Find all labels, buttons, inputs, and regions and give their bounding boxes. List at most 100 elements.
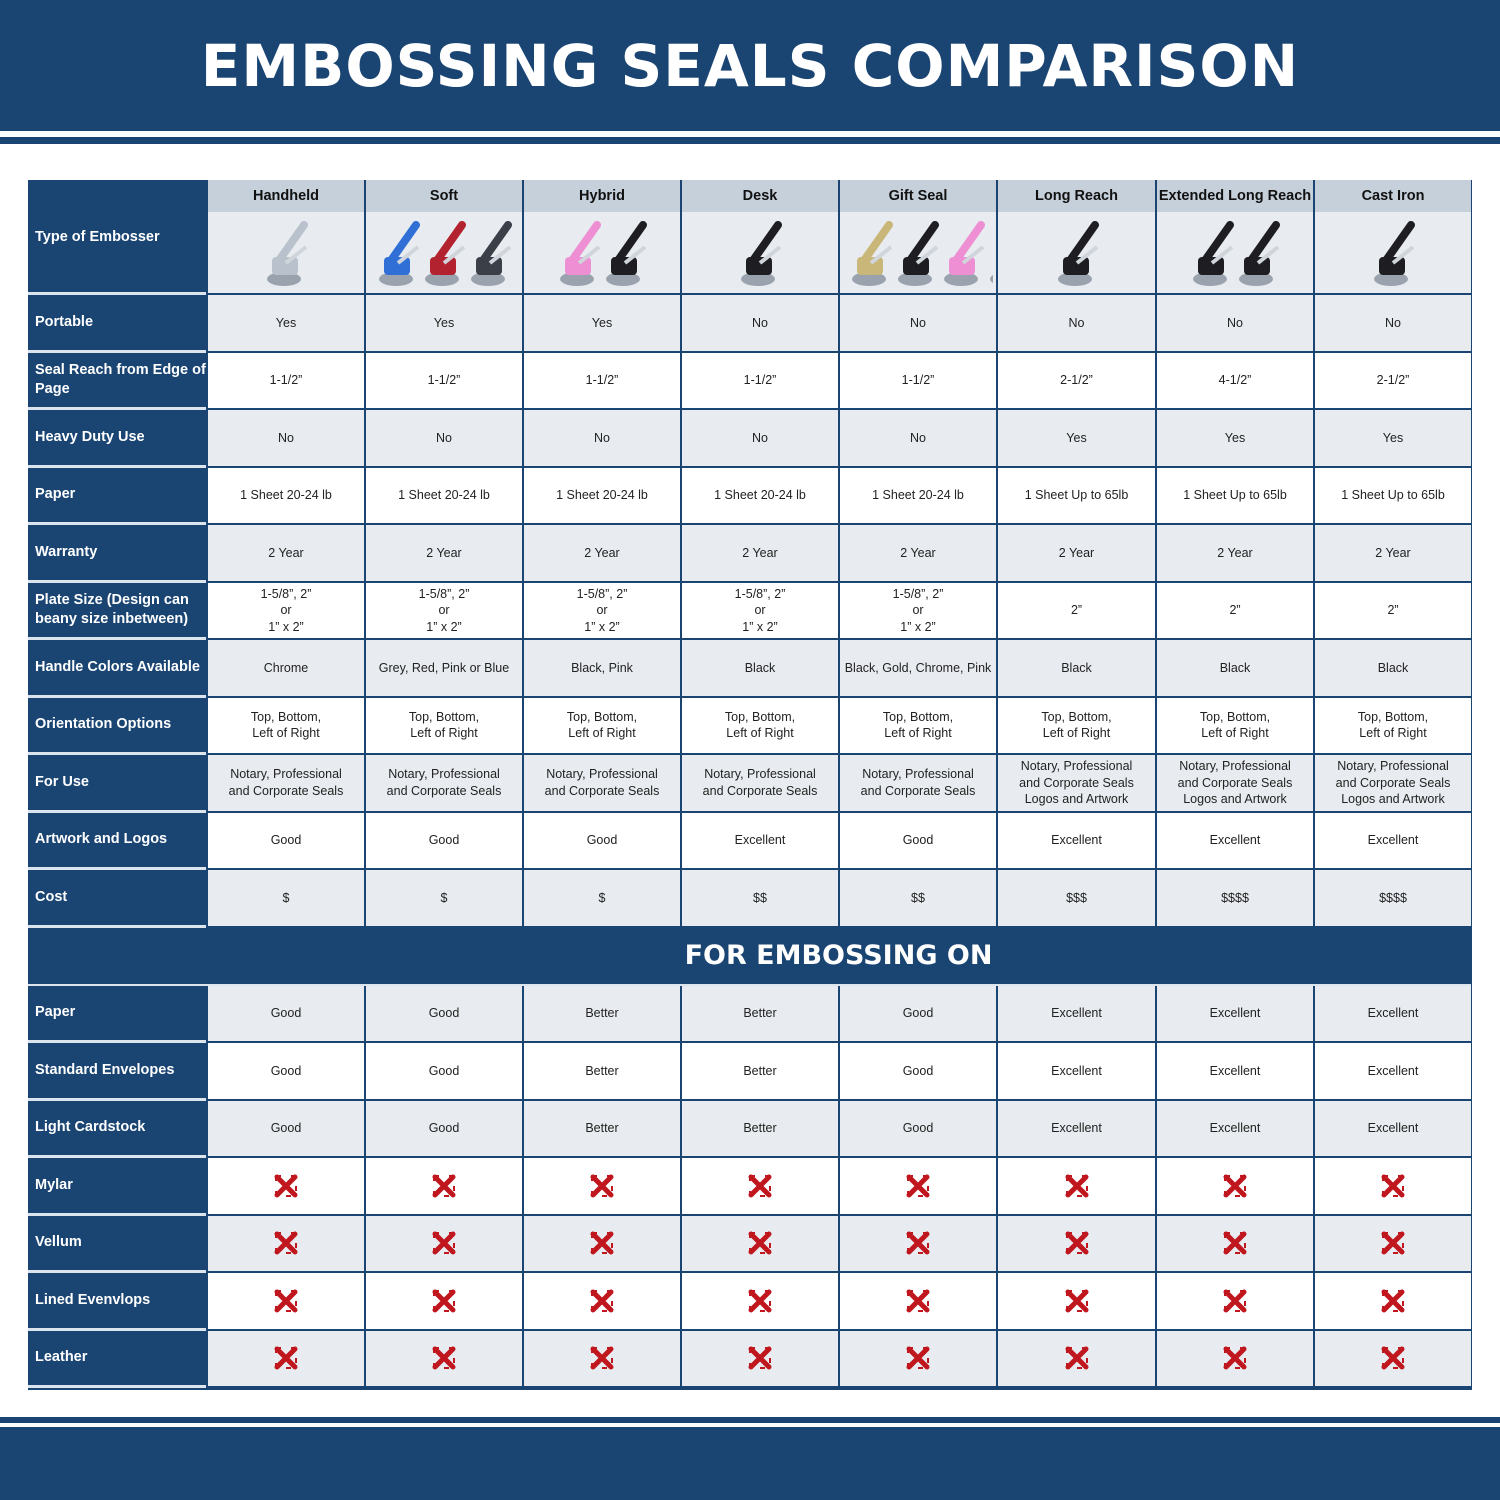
column-header: Handheld — [206, 180, 364, 295]
table-cell: 2 Year — [206, 525, 364, 583]
row-label: Portable — [28, 295, 206, 353]
table-cell: Good — [364, 1100, 522, 1158]
table-cell: No — [680, 295, 838, 353]
table-cell: Grey, Red, Pink or Blue — [364, 640, 522, 698]
table-cell: No — [206, 410, 364, 468]
table-cell — [838, 1158, 996, 1216]
embosser-image — [1374, 220, 1415, 286]
table-cell: 1-1/2” — [680, 352, 838, 410]
embosser-image — [898, 220, 939, 286]
table-cell: Good — [364, 812, 522, 870]
table-cell — [522, 1330, 680, 1388]
table-cell: Good — [838, 1100, 996, 1158]
row-label: Handle Colors Available — [28, 640, 206, 698]
table-cell: 1 Sheet Up to 65lb — [1155, 467, 1313, 525]
row-label: Standard Envelopes — [28, 1043, 206, 1101]
embosser-image — [366, 212, 522, 293]
table-cell — [522, 1273, 680, 1331]
column-header: Soft — [364, 180, 522, 295]
embosser-image — [1315, 212, 1471, 293]
column-name: Hybrid — [524, 180, 680, 212]
table-cell: No — [996, 295, 1155, 353]
table-cell: 1 Sheet 20-24 lb — [364, 467, 522, 525]
table-cell: No — [838, 295, 996, 353]
table-cell: 1-5/8”, 2” or 1” x 2” — [364, 582, 522, 640]
table-cell: Excellent — [996, 985, 1155, 1043]
embosser-image — [524, 212, 680, 293]
table-cell: 2-1/2” — [996, 352, 1155, 410]
table-cell: $$ — [680, 870, 838, 928]
row-label: Heavy Duty Use — [28, 410, 206, 468]
table-cell: 1 Sheet 20-24 lb — [522, 467, 680, 525]
table-cell: 1 Sheet 20-24 lb — [838, 467, 996, 525]
table-cell: Notary, Professional and Corporate Seals — [522, 755, 680, 813]
table-cell: 2 Year — [680, 525, 838, 583]
embosser-image — [990, 274, 993, 283]
footer-band — [0, 1427, 1500, 1500]
table-cell: Yes — [364, 295, 522, 353]
column-header: Cast Iron — [1313, 180, 1471, 295]
table-cell: Notary, Professional and Corporate Seals — [680, 755, 838, 813]
table-cell: Better — [680, 985, 838, 1043]
embosser-image — [1193, 220, 1234, 286]
red-x-icon — [432, 1289, 456, 1313]
table-cell: Excellent — [996, 812, 1155, 870]
table-cell: Good — [364, 985, 522, 1043]
table-cell: No — [1313, 295, 1471, 353]
table-cell: Good — [838, 985, 996, 1043]
table-cell: Good — [838, 812, 996, 870]
table-cell — [1155, 1215, 1313, 1273]
table-cell: 2 Year — [522, 525, 680, 583]
embosser-image — [560, 220, 601, 286]
row-label: Warranty — [28, 525, 206, 583]
table-cell: Excellent — [1313, 1043, 1471, 1101]
table-cell: Excellent — [996, 1043, 1155, 1101]
table-cell — [206, 1273, 364, 1331]
table-cell: 1 Sheet Up to 65lb — [996, 467, 1155, 525]
table-cell — [364, 1158, 522, 1216]
row-label: Artwork and Logos — [28, 812, 206, 870]
table-cell: No — [680, 410, 838, 468]
table-cell: 1-5/8”, 2” or 1” x 2” — [680, 582, 838, 640]
column-name: Desk — [682, 180, 838, 212]
embosser-image — [425, 220, 466, 286]
table-cell: Good — [206, 1043, 364, 1101]
embosser-image — [1157, 212, 1313, 293]
table-cell: Top, Bottom, Left of Right — [206, 697, 364, 755]
table-cell — [206, 1215, 364, 1273]
table-cell: 2 Year — [838, 525, 996, 583]
red-x-icon — [274, 1174, 298, 1198]
table-cell: Better — [522, 1100, 680, 1158]
table-cell: Black — [1155, 640, 1313, 698]
table-cell: 1-5/8”, 2” or 1” x 2” — [838, 582, 996, 640]
table-cell — [680, 1158, 838, 1216]
table-cell: Top, Bottom, Left of Right — [522, 697, 680, 755]
red-x-icon — [748, 1289, 772, 1313]
table-cell: 1 Sheet 20-24 lb — [680, 467, 838, 525]
table-cell: 2 Year — [1155, 525, 1313, 583]
table-cell — [206, 1158, 364, 1216]
section-header: FOR EMBOSSING ON — [28, 927, 1471, 986]
table-cell: 1-1/2” — [206, 352, 364, 410]
embosser-image — [840, 212, 996, 293]
table-cell: Better — [680, 1043, 838, 1101]
table-cell — [206, 1330, 364, 1388]
row-label: Vellum — [28, 1215, 206, 1273]
table-cell — [680, 1215, 838, 1273]
red-x-icon — [748, 1346, 772, 1370]
column-header: Desk — [680, 180, 838, 295]
table-cell — [680, 1273, 838, 1331]
table-cell — [838, 1330, 996, 1388]
table-cell: 1-1/2” — [364, 352, 522, 410]
table-cell: Yes — [522, 295, 680, 353]
row-label: Light Cardstock — [28, 1100, 206, 1158]
column-header: Hybrid — [522, 180, 680, 295]
table-cell: 1-5/8”, 2” or 1” x 2” — [206, 582, 364, 640]
table-cell: Notary, Professional and Corporate Seals… — [996, 755, 1155, 813]
table-cell: $ — [206, 870, 364, 928]
column-header: Extended Long Reach — [1155, 180, 1313, 295]
table-cell — [364, 1215, 522, 1273]
table-cell: $$$ — [996, 870, 1155, 928]
table-cell: Yes — [996, 410, 1155, 468]
table-cell: 2” — [996, 582, 1155, 640]
